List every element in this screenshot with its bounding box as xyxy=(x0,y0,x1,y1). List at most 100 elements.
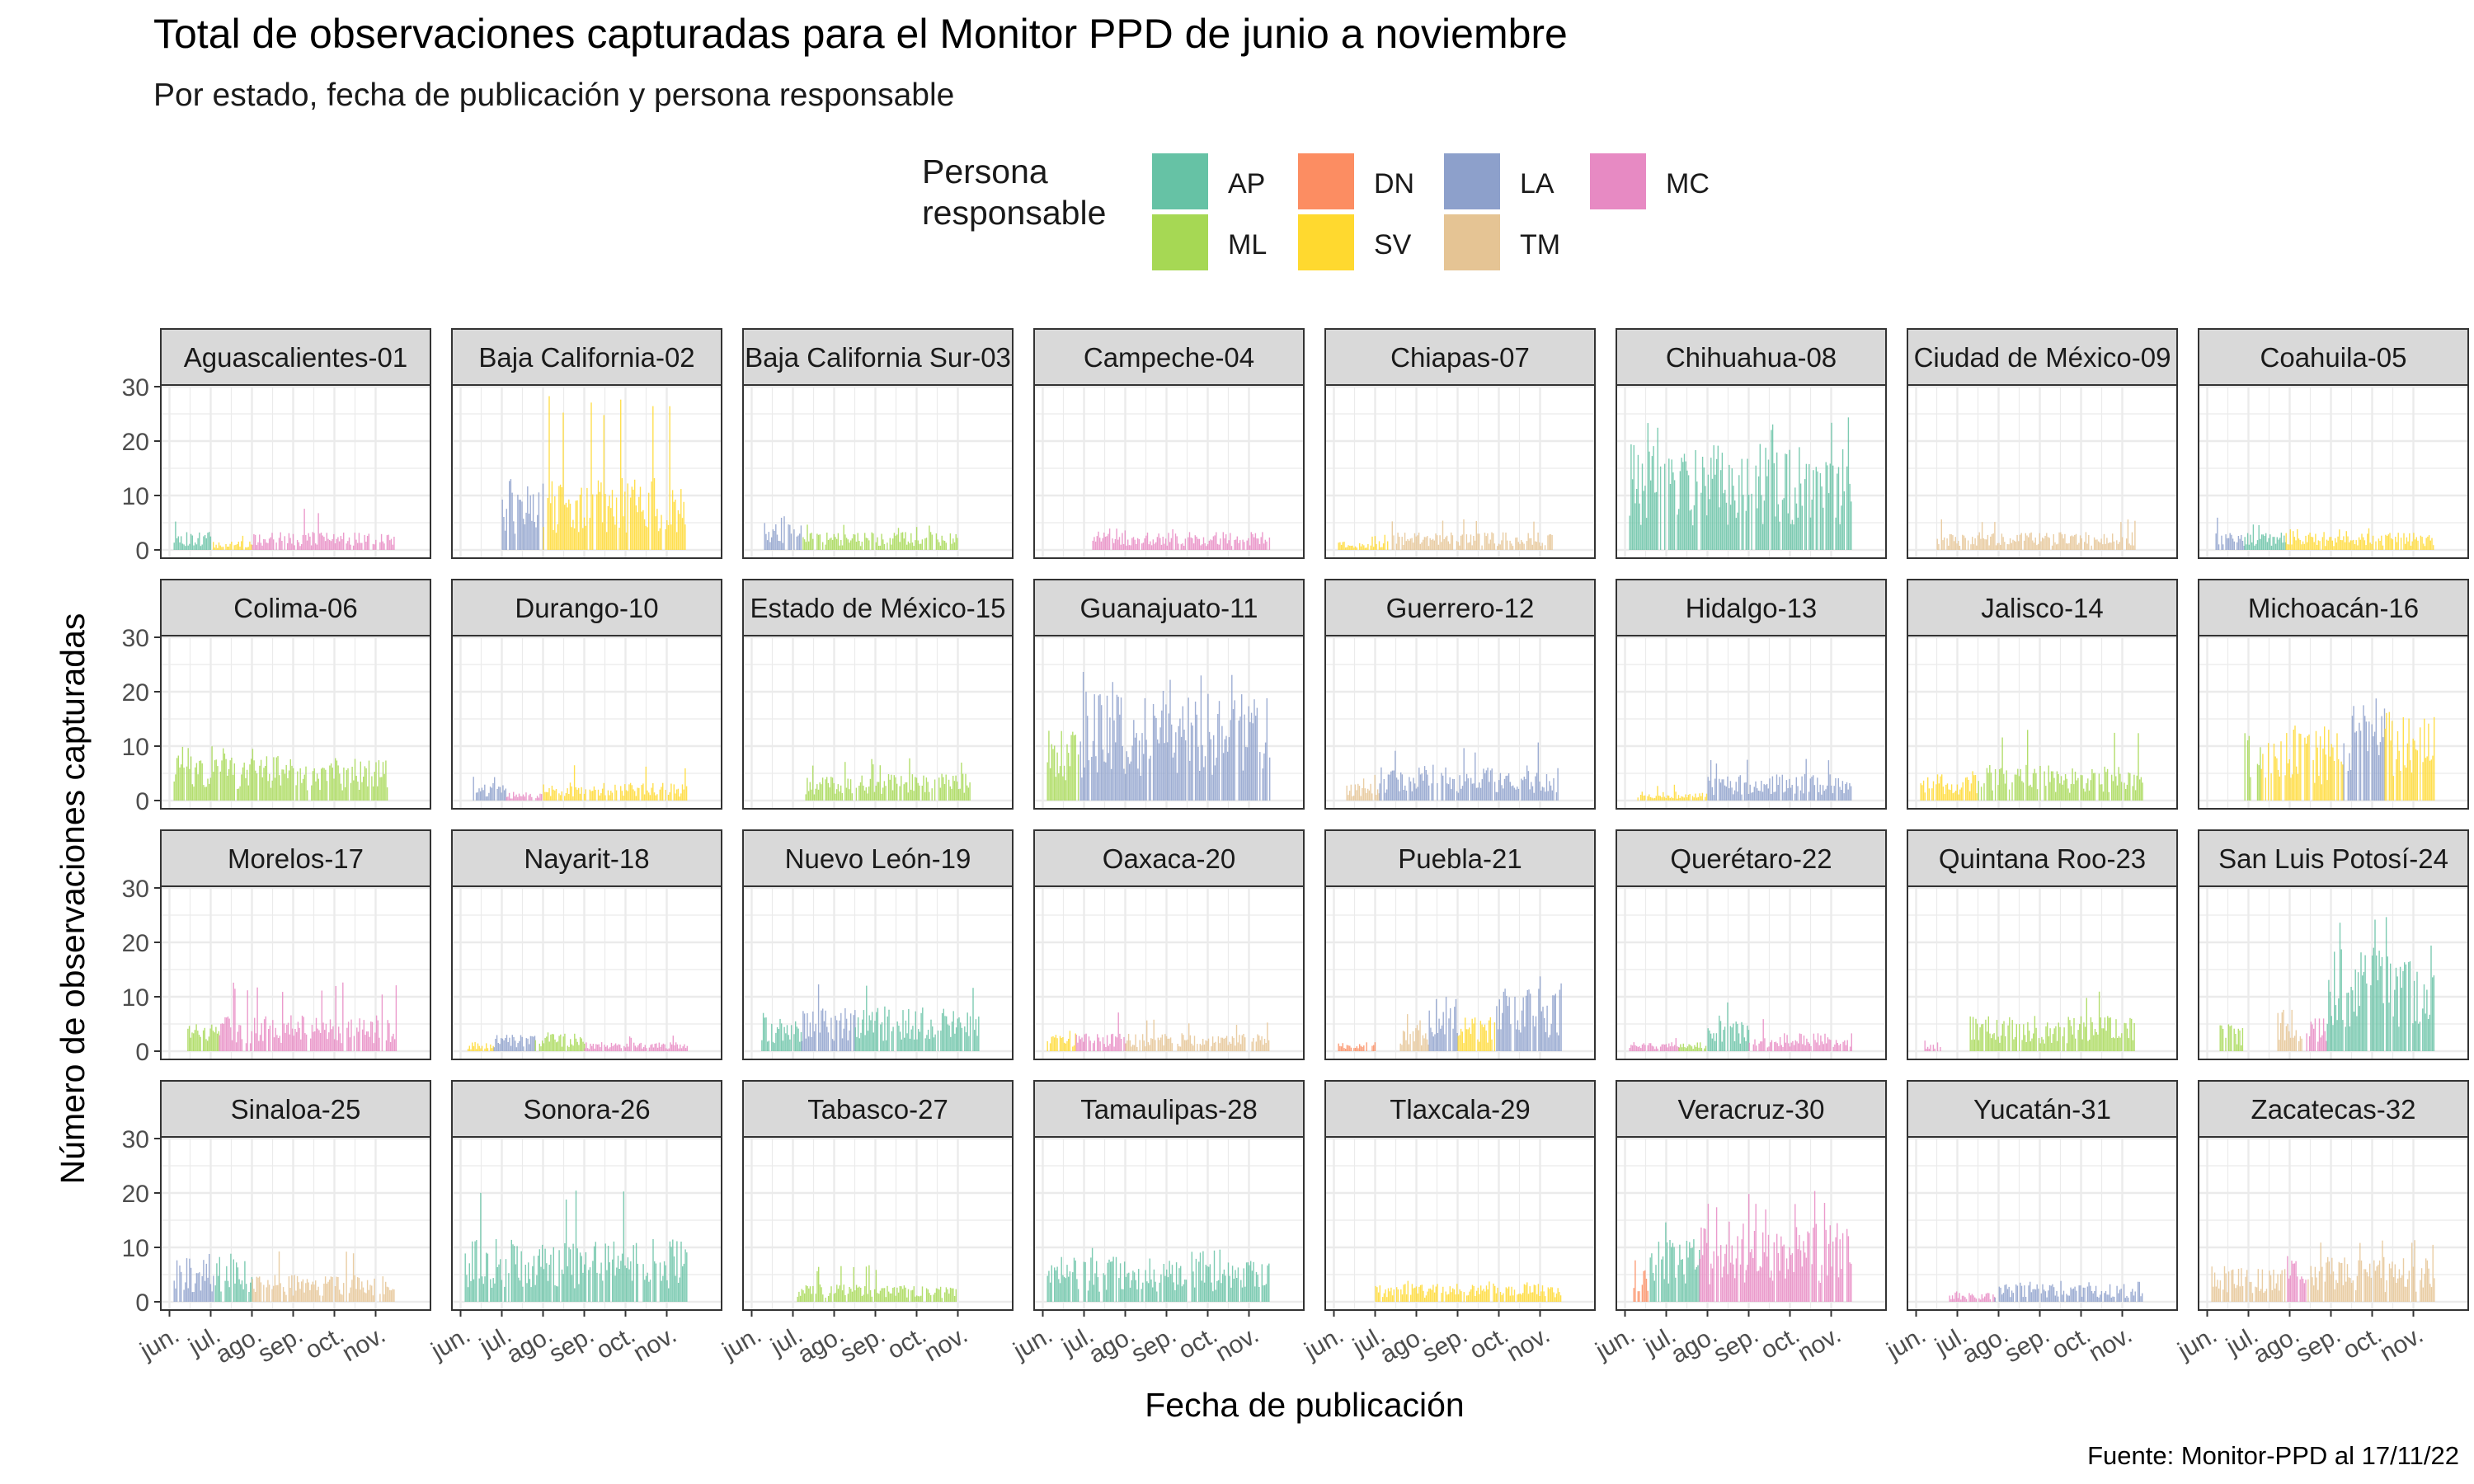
bars xyxy=(1047,1247,1270,1302)
bar-ap xyxy=(593,1246,595,1302)
bar-mc xyxy=(390,538,393,550)
bar-ap xyxy=(1160,1274,1162,1302)
bar-ml xyxy=(239,786,241,801)
bar-sv xyxy=(620,399,622,550)
bar-ap xyxy=(2348,992,2349,1051)
bar-ap xyxy=(898,1026,900,1051)
bar-la xyxy=(2011,1290,2013,1302)
bar-ml xyxy=(863,790,866,801)
bar-la xyxy=(200,1290,202,1302)
bar-mc xyxy=(371,1021,374,1051)
facet-coahuila-05: Coahuila-05 xyxy=(2198,328,2469,559)
bar-ml xyxy=(859,782,862,801)
bar-sv xyxy=(604,795,606,801)
bar-ml xyxy=(2241,1028,2244,1051)
bar-ap xyxy=(764,1017,765,1051)
bar-dn xyxy=(1643,1270,1644,1302)
bar-sv xyxy=(665,529,666,550)
bar-ml xyxy=(375,762,377,801)
bar-la xyxy=(2024,1285,2025,1302)
bar-mc xyxy=(1964,1297,1966,1302)
bar-ml xyxy=(864,533,866,550)
bar-sv xyxy=(1442,1286,1444,1302)
bar-ml xyxy=(899,786,901,801)
bar-ml xyxy=(581,1038,582,1051)
facet-nayarit-18: Nayarit-18 xyxy=(451,829,722,1060)
bar-ml xyxy=(802,537,804,550)
bar-sv xyxy=(677,788,680,801)
bar-tm xyxy=(1395,543,1398,550)
bar-sv xyxy=(1483,1289,1484,1302)
bar-mc xyxy=(1749,1252,1752,1302)
bar-ml xyxy=(837,533,840,550)
bar-tm xyxy=(280,1283,281,1302)
bar-sv xyxy=(1669,797,1671,801)
bar-ml xyxy=(879,1290,882,1302)
bar-la xyxy=(1998,1286,2000,1302)
bar-ap xyxy=(205,538,207,550)
bar-ml xyxy=(1686,1046,1689,1051)
bar-ml xyxy=(2134,790,2137,801)
bar-tm xyxy=(1427,1045,1429,1051)
bar-tm xyxy=(1432,538,1434,550)
bar-sv xyxy=(2412,738,2414,801)
bar-ap xyxy=(1817,471,1818,550)
bar-ap xyxy=(1799,483,1802,550)
bar-la xyxy=(506,509,507,550)
bar-sv xyxy=(558,486,560,550)
bar-la xyxy=(1189,760,1191,801)
bar-ml xyxy=(332,768,333,801)
bar-ap xyxy=(1084,1261,1086,1302)
bar-mc xyxy=(1194,535,1196,550)
bar-mc xyxy=(1785,1258,1788,1302)
bar-sv xyxy=(2314,782,2316,801)
bar-la xyxy=(1401,774,1404,801)
bar-ml xyxy=(377,786,379,801)
bar-ap xyxy=(1811,500,1813,550)
bar-ml xyxy=(1692,1049,1694,1051)
bar-ap xyxy=(891,1031,893,1051)
bar-sv xyxy=(1944,794,1945,801)
bar-ap xyxy=(1129,1287,1131,1302)
bar-ap xyxy=(955,1027,957,1051)
bar-tm xyxy=(2095,539,2096,550)
bar-mc xyxy=(1130,545,1131,550)
bar-ml xyxy=(205,787,207,801)
bar-ml xyxy=(2050,771,2053,801)
bar-ap xyxy=(1707,474,1710,550)
bar-mc xyxy=(1956,1291,1958,1302)
bar-tm xyxy=(336,1276,337,1302)
bar-la xyxy=(1719,782,1722,801)
bar-sv xyxy=(2430,759,2432,801)
bar-mc xyxy=(303,509,305,550)
bar-mc xyxy=(1795,1227,1798,1302)
bar-tm xyxy=(2109,542,2110,550)
bar-ml xyxy=(1049,768,1051,801)
bar-ml xyxy=(197,774,199,801)
bar-ml xyxy=(2115,1019,2117,1051)
bar-mc xyxy=(1725,1244,1728,1302)
bar-la xyxy=(502,785,504,801)
bar-ap xyxy=(1681,1259,1683,1302)
bar-ml xyxy=(261,777,263,801)
bar-dn xyxy=(1634,1260,1636,1302)
bar-la xyxy=(485,796,487,801)
bar-tm xyxy=(294,1275,295,1302)
bar-ml xyxy=(925,1288,928,1302)
bar-sv xyxy=(1539,1296,1540,1302)
bar-tm xyxy=(1415,536,1417,550)
legend-swatch-tm xyxy=(1444,214,1500,270)
bar-la xyxy=(809,1022,811,1051)
bar-la xyxy=(1459,775,1460,801)
bar-ap xyxy=(1771,424,1774,550)
bar-la xyxy=(2053,1287,2055,1302)
bar-tm xyxy=(1519,543,1521,550)
bar-la xyxy=(529,495,531,550)
bar-mc xyxy=(642,1047,645,1051)
bar-ap xyxy=(2373,947,2374,1051)
bars xyxy=(2244,698,2435,801)
bar-tm xyxy=(315,1280,317,1302)
facet-strip-label: Tamaulipas-28 xyxy=(1080,1094,1258,1125)
bar-ml xyxy=(335,758,336,801)
